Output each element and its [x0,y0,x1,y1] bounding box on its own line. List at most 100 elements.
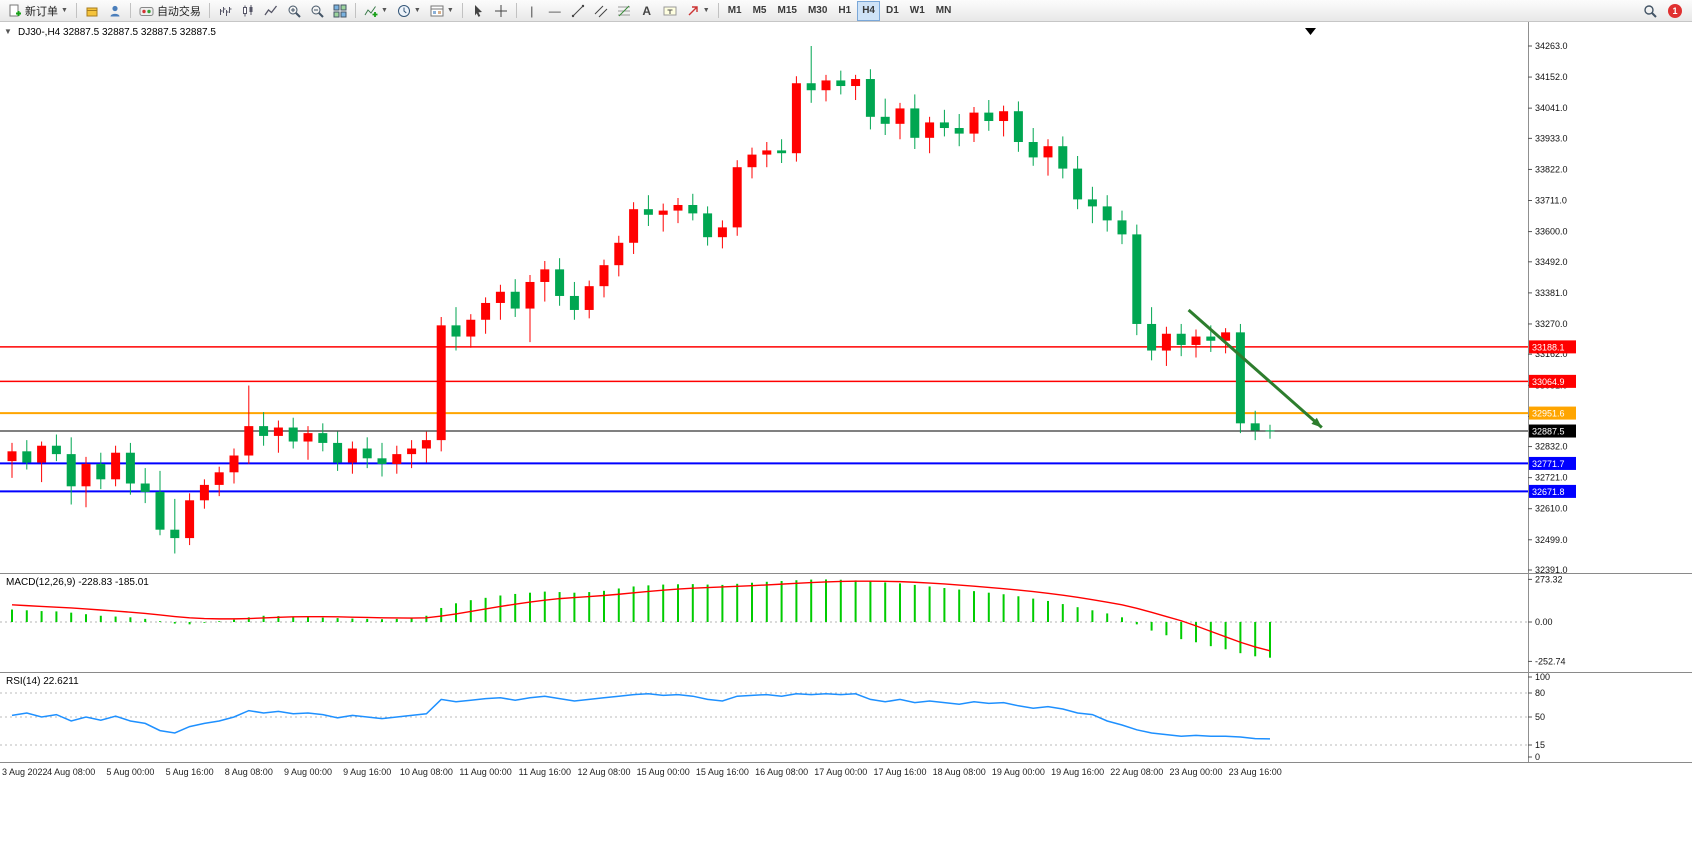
fibonacci-button[interactable] [613,1,635,21]
price-badge-32671.8: 32671.8 [1529,484,1576,498]
candle [584,286,594,310]
candles[interactable] [7,46,1275,554]
candle [1013,111,1023,143]
cursor-icon [474,4,482,17]
rsi-panel[interactable]: 100 80 50 15 0 [0,672,1692,762]
svg-text:100: 100 [1535,672,1550,682]
chevron-down-icon: ▼ [413,7,421,14]
svg-text:33933.0: 33933.0 [1535,133,1568,143]
line-chart-button[interactable] [260,1,282,21]
chevron-down-icon: ▼ [61,7,68,14]
macd-panel[interactable]: 273.32 0.00 -252.74 [0,573,1692,672]
time-label: 5 Aug 00:00 [106,767,155,777]
autotrade-button[interactable]: 自动交易 [135,1,205,21]
candle [851,79,861,87]
timeframe-m30[interactable]: M30 [803,1,832,21]
main-chart[interactable]: 34263.0 34152.0 34041.0 33933.0 33822.0 33711… [0,22,1692,573]
timeframe-w1[interactable]: W1 [905,1,930,21]
crosshair-button[interactable] [490,1,512,21]
trendline-button[interactable] [567,1,589,21]
arrows-button[interactable]: ▼ [682,1,714,21]
timeframe-h4[interactable]: H4 [857,0,880,21]
time-label: 19 Aug 16:00 [1051,767,1105,777]
time-label: 22 Aug 08:00 [1110,767,1164,777]
candle [96,463,106,480]
notification-badge[interactable]: 1 [1668,3,1682,18]
candle [969,112,979,134]
search-button[interactable] [1639,1,1661,21]
candle [791,83,801,154]
clock-icon [397,4,410,17]
candle [1132,234,1142,324]
indicators-button[interactable]: ▼ [360,1,392,21]
new-order-button[interactable]: 新订单 ▼ [4,1,72,21]
separator [129,3,131,18]
cursor-button[interactable] [467,1,489,21]
text-icon: A [642,3,652,18]
time-axis[interactable]: 3 Aug 2022 4 Aug 08:00 5 Aug 00:00 5 Aug 16… [0,762,1692,783]
candle [333,442,343,463]
candle [347,448,357,463]
periods-button[interactable]: ▼ [393,1,425,21]
tile-windows-button[interactable] [329,1,351,21]
macd-signal-line [11,580,1271,652]
candle [7,451,17,462]
price-axis[interactable]: 34263.0 34152.0 34041.0 33933.0 33822.0 33711… [1528,41,1568,573]
channel-button[interactable] [590,1,612,21]
candle [1028,142,1038,158]
timeframe-mn[interactable]: MN [931,1,957,21]
package-button[interactable] [81,1,103,21]
svg-text:50: 50 [1535,712,1545,722]
trend-arrow[interactable] [1187,308,1323,429]
time-label: 15 Aug 16:00 [695,767,749,777]
svg-text:33492.0: 33492.0 [1535,257,1568,267]
horizontal-line-button[interactable]: — [544,1,566,21]
time-label: 19 Aug 00:00 [991,767,1045,777]
vertical-line-icon: | [530,3,534,18]
zoom-in-button[interactable] [283,1,305,21]
candle [525,281,535,309]
svg-text:33162.0: 33162.0 [1535,349,1568,359]
timeframe-d1[interactable]: D1 [881,1,904,21]
candlestick-chart-button[interactable] [237,1,259,21]
chevron-down-icon: ▼ [702,7,710,14]
zoom-out-button[interactable] [306,1,328,21]
timeframe-m5[interactable]: M5 [748,1,772,21]
vertical-line-button[interactable]: | [521,1,543,21]
candle [259,426,269,436]
chart-menu-arrow-icon[interactable] [1305,28,1316,35]
timeframe-m15[interactable]: M15 [773,1,802,21]
candle [185,500,195,539]
timeframe-m1[interactable]: M1 [723,1,747,21]
candle [555,269,565,296]
candle [1176,333,1186,345]
one-click-trading-toggle[interactable]: ▼ [4,27,12,36]
text-button[interactable]: A [636,1,658,21]
templates-button[interactable]: ▼ [426,1,458,21]
candle [762,150,772,155]
timeframe-h1[interactable]: H1 [833,1,856,21]
time-label: 16 Aug 08:00 [755,767,809,777]
svg-text:32721.0: 32721.0 [1535,473,1568,483]
candle [377,458,387,464]
autotrade-label: 自动交易 [156,5,201,18]
candle [495,291,505,303]
profile-button[interactable] [104,1,126,21]
svg-text:-252.74: -252.74 [1535,656,1566,666]
svg-text:34152.0: 34152.0 [1535,72,1568,82]
time-label: 17 Aug 00:00 [814,767,868,777]
bar-chart-icon [219,6,232,16]
tile-windows-icon [333,4,347,17]
template-icon [430,5,444,16]
bar-chart-button[interactable] [214,1,236,21]
svg-text:273.32: 273.32 [1535,574,1563,584]
candle [643,209,653,215]
rsi-line [11,693,1271,740]
candle [836,80,846,87]
candle [481,302,491,320]
candle [1265,430,1275,432]
text-label-button[interactable] [659,1,681,21]
svg-text:0: 0 [1535,752,1540,762]
time-label: 5 Aug 16:00 [165,767,214,777]
svg-text:33600.0: 33600.0 [1535,227,1568,237]
